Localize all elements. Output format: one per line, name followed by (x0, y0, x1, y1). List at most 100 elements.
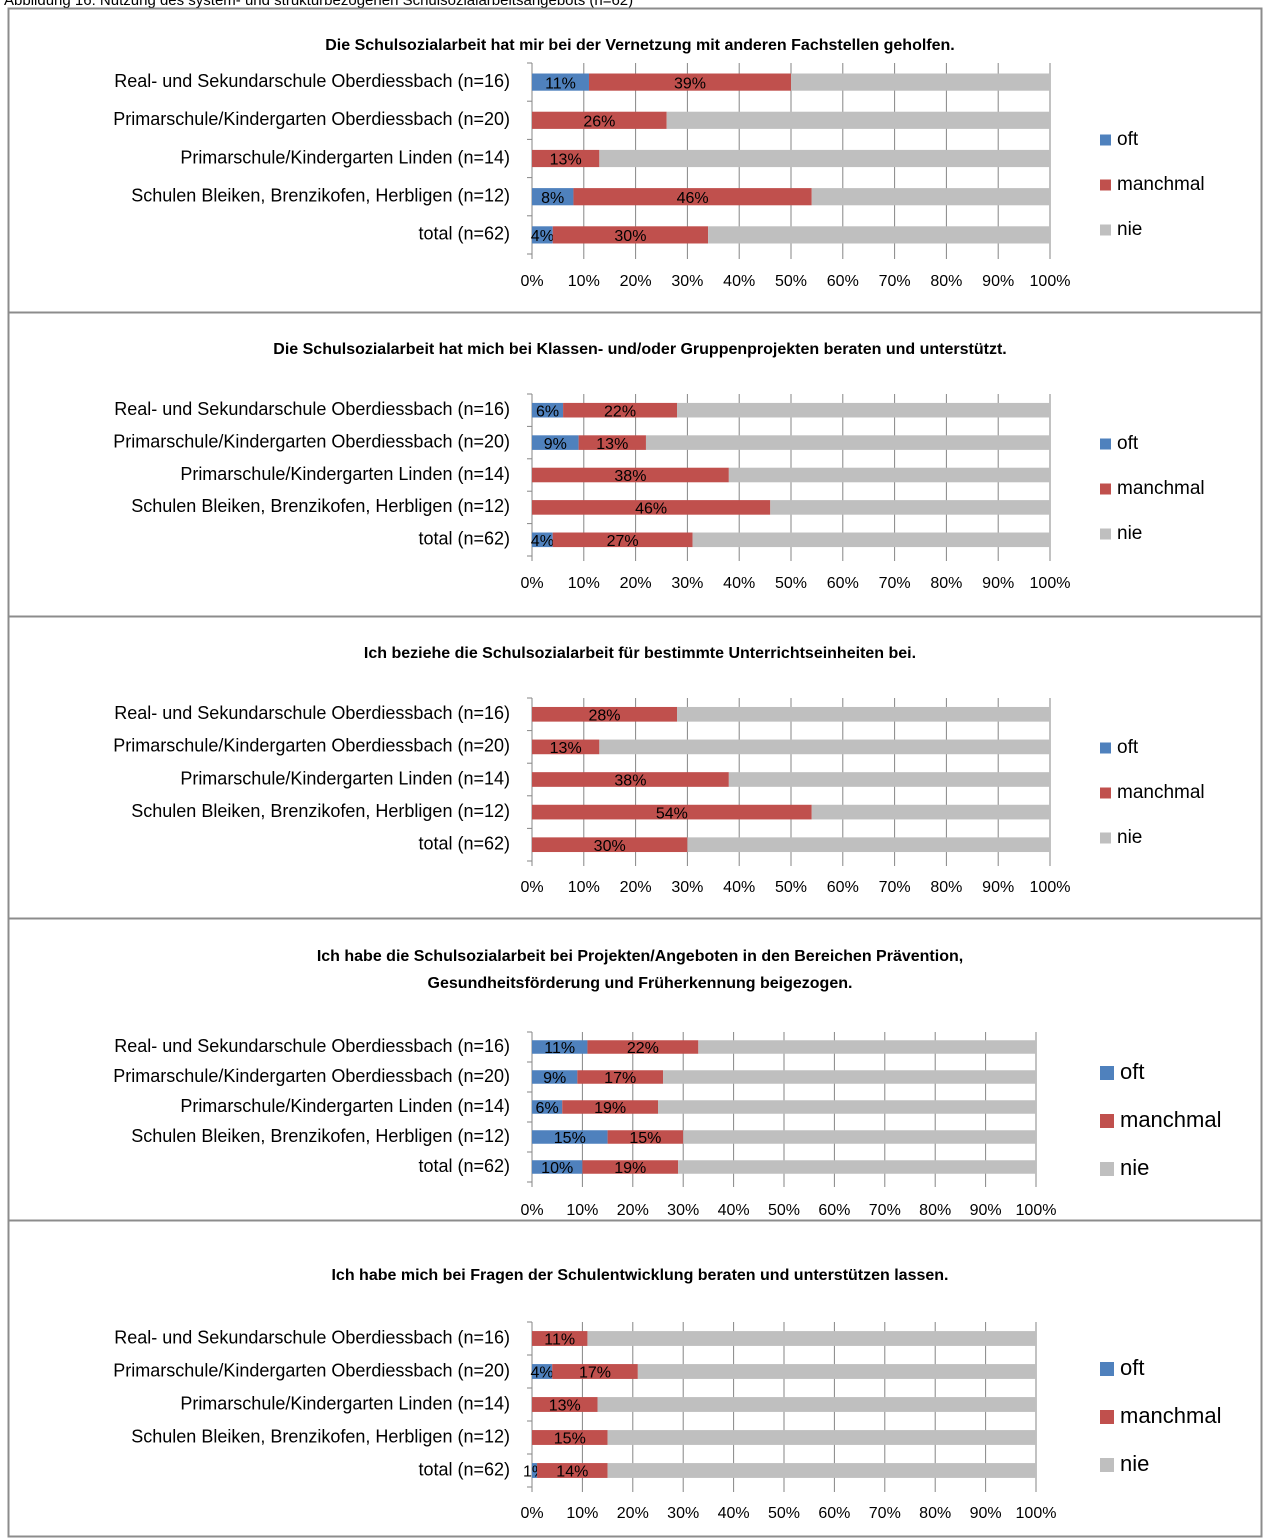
chart-title: Gesundheitsförderung und Früherkennung b… (428, 975, 853, 992)
bar-segment (728, 467, 1050, 483)
x-tick-label: 70% (879, 575, 911, 592)
bar-segment (562, 1100, 658, 1114)
legend-label: nie (1117, 827, 1142, 848)
y-tick-label: Schulen Bleiken, Brenzikofen, Herbligen … (131, 185, 510, 205)
data-label: 28% (589, 708, 621, 725)
y-tick-label: Schulen Bleiken, Brenzikofen, Herbligen … (131, 1126, 510, 1146)
data-label: 6% (536, 403, 559, 420)
x-tick-label: 70% (869, 1505, 901, 1522)
legend-label: manchmal (1117, 478, 1205, 499)
y-tick-label: Real- und Sekundarschule Oberdiessbach (… (114, 1327, 510, 1347)
data-label: 11% (544, 1040, 575, 1057)
x-tick-label: 60% (827, 575, 859, 592)
bar-segment (770, 500, 1050, 515)
y-tick-label: total (n=62) (418, 1459, 510, 1479)
chart-title: Die Schulsozialarbeit hat mir bei der Ve… (325, 37, 954, 54)
x-tick-label: 60% (818, 1202, 850, 1219)
legend-label: nie (1117, 219, 1142, 240)
x-tick-label: 100% (1030, 273, 1071, 290)
data-label: 46% (677, 190, 709, 207)
bar-segment (552, 226, 709, 244)
bar-segment (599, 149, 1050, 168)
data-label: 4% (531, 228, 554, 245)
legend-label: oft (1120, 1059, 1144, 1084)
bar-segment (532, 188, 574, 206)
bar-segment (532, 226, 553, 244)
data-label: 38% (614, 773, 646, 790)
x-tick-label: 10% (566, 1202, 598, 1219)
data-label: 39% (674, 75, 706, 92)
x-tick-label: 50% (775, 575, 807, 592)
data-label: 46% (635, 501, 667, 518)
data-label: 15% (554, 1130, 586, 1147)
bar-segment (552, 532, 693, 548)
bar-segment (532, 1070, 578, 1084)
data-label: 11% (544, 1332, 575, 1349)
legend-label: oft (1117, 737, 1139, 758)
x-tick-label: 70% (879, 879, 911, 896)
x-tick-label: 30% (671, 879, 703, 896)
legend-swatch (1100, 483, 1111, 495)
x-tick-label: 90% (982, 273, 1014, 290)
x-tick-label: 30% (671, 575, 703, 592)
x-tick-label: 50% (775, 273, 807, 290)
legend-swatch (1100, 832, 1111, 844)
data-label: 26% (583, 114, 615, 131)
legend-swatch (1100, 742, 1111, 754)
bar-segment (582, 1160, 679, 1174)
legend-label: nie (1120, 1451, 1149, 1476)
legend-label: manchmal (1120, 1403, 1221, 1428)
x-tick-label: 10% (568, 575, 600, 592)
bar-segment (532, 804, 812, 820)
bar-segment (683, 1130, 1036, 1144)
bar-segment (532, 1100, 563, 1114)
legend-label: oft (1117, 129, 1139, 150)
data-label: 17% (604, 1070, 636, 1087)
bar-segment (811, 804, 1050, 820)
legend-swatch (1100, 438, 1111, 450)
legend-swatch (1100, 1362, 1114, 1376)
x-tick-label: 60% (827, 879, 859, 896)
x-tick-label: 20% (617, 1505, 649, 1522)
data-label: 30% (614, 228, 646, 245)
bar-segment (532, 1397, 598, 1412)
data-label: 27% (607, 533, 639, 550)
bar-segment (677, 402, 1050, 418)
x-tick-label: 10% (568, 273, 600, 290)
legend-label: manchmal (1117, 782, 1205, 803)
y-tick-label: Primarschule/Kindergarten Linden (n=14) (180, 768, 510, 788)
x-tick-label: 10% (566, 1505, 598, 1522)
y-tick-label: Primarschule/Kindergarten Linden (n=14) (180, 1096, 510, 1116)
bar-segment (532, 1160, 583, 1174)
legend-label: manchmal (1120, 1107, 1221, 1132)
legend-swatch (1100, 787, 1111, 799)
legend-label: nie (1117, 523, 1142, 544)
data-label: 38% (614, 468, 646, 485)
data-label: 15% (554, 1431, 586, 1448)
y-tick-label: Primarschule/Kindergarten Oberdiessbach … (113, 431, 510, 451)
bar-segment (532, 1040, 588, 1054)
x-tick-label: 40% (718, 1505, 750, 1522)
data-label: 22% (604, 403, 636, 420)
data-label: 13% (550, 152, 582, 169)
legend-label: nie (1120, 1155, 1149, 1180)
legend-swatch (1100, 1458, 1114, 1472)
x-tick-label: 80% (930, 575, 962, 592)
legend-swatch (1100, 134, 1111, 146)
legend-swatch (1100, 1410, 1114, 1424)
bar-segment (687, 837, 1050, 853)
bar-segment (607, 1130, 684, 1144)
x-tick-label: 100% (1030, 575, 1071, 592)
x-tick-label: 0% (520, 273, 543, 290)
data-label: 14% (556, 1464, 588, 1481)
bar-segment (563, 402, 678, 418)
y-tick-label: Primarschule/Kindergarten Oberdiessbach … (113, 109, 510, 129)
x-tick-label: 30% (671, 273, 703, 290)
x-tick-label: 90% (970, 1202, 1002, 1219)
bar-segment (537, 1463, 608, 1478)
bar-segment (587, 1331, 1036, 1346)
x-tick-label: 0% (520, 575, 543, 592)
chart-title: Ich beziehe die Schulsozialarbeit für be… (364, 645, 916, 662)
y-tick-label: total (n=62) (418, 529, 510, 549)
legend-swatch (1100, 179, 1111, 191)
